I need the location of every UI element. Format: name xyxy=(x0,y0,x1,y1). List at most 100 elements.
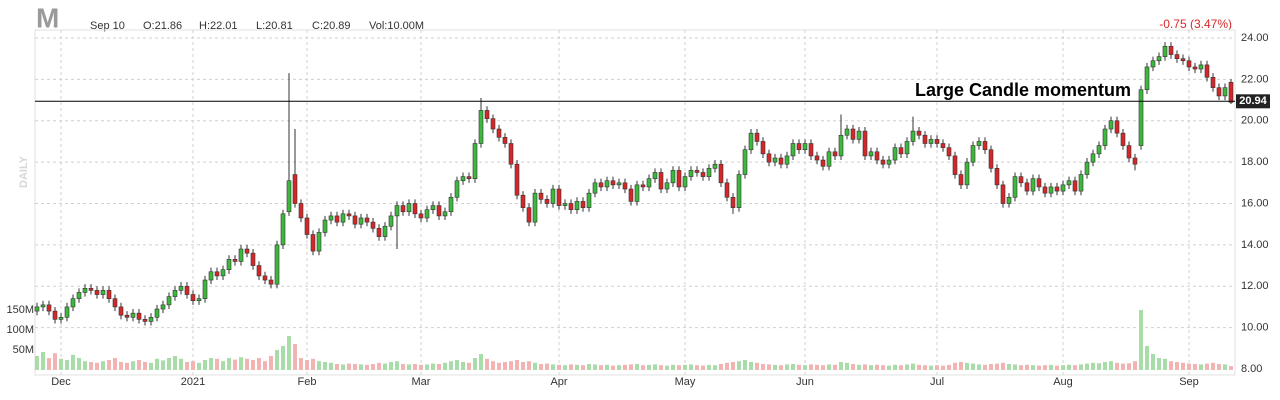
candle-body xyxy=(922,134,928,144)
candle-body xyxy=(616,182,622,186)
volume-bar xyxy=(797,364,801,370)
volume-bar xyxy=(533,362,537,370)
volume-bar xyxy=(323,362,327,370)
volume-bar xyxy=(239,357,243,370)
candle-body xyxy=(112,298,118,308)
volume-bar xyxy=(1103,362,1107,370)
candle-body xyxy=(238,248,244,262)
volume-bar xyxy=(77,358,81,370)
volume-bar xyxy=(35,356,39,370)
x-tick-label: Dec xyxy=(51,376,71,388)
candle-body xyxy=(40,304,46,308)
candle-body xyxy=(604,180,610,188)
candle-body xyxy=(730,196,736,208)
candle-body xyxy=(298,203,304,219)
candle-body xyxy=(712,163,718,169)
volume-bar xyxy=(653,364,657,370)
candle-body xyxy=(214,271,220,277)
volume-bar xyxy=(275,350,279,370)
volume-bar xyxy=(227,358,231,370)
y-tick-label: 14.00 xyxy=(1241,239,1269,251)
volume-bar xyxy=(233,359,237,370)
candle-body xyxy=(232,259,238,262)
candle-body xyxy=(808,143,814,157)
volume-bar xyxy=(629,364,633,370)
volume-bar xyxy=(1199,364,1203,370)
x-tick-label: Jun xyxy=(796,376,814,388)
volume-bar xyxy=(923,365,927,370)
candle-body xyxy=(106,290,112,299)
candle-body xyxy=(178,285,184,291)
candle-body xyxy=(1054,186,1060,192)
candle-body xyxy=(700,172,706,177)
volume-bar xyxy=(947,364,951,370)
candle-body xyxy=(148,316,154,322)
volume-bar xyxy=(221,361,225,370)
x-tick-label: Jul xyxy=(930,376,944,388)
candle-body xyxy=(1156,56,1162,62)
volume-bar xyxy=(455,360,459,370)
candle-body xyxy=(1090,153,1096,163)
candle-body xyxy=(100,290,106,295)
candle-body xyxy=(280,213,286,246)
candle-body xyxy=(862,130,868,157)
x-tick-label: Aug xyxy=(1053,376,1073,388)
candle-body xyxy=(892,147,898,161)
volume-bar xyxy=(863,364,867,370)
candle-body xyxy=(754,132,760,142)
candle-body xyxy=(442,211,448,217)
volume-bar xyxy=(707,364,711,370)
candle-body xyxy=(748,132,754,151)
candle-body xyxy=(682,176,688,188)
candle-body xyxy=(1066,180,1072,186)
volume-bar xyxy=(695,365,699,370)
volume-bar xyxy=(917,364,921,370)
volume-bar xyxy=(359,364,363,370)
candle-body xyxy=(1204,64,1210,78)
volume-bar xyxy=(713,365,717,370)
x-tick-label: Mar xyxy=(412,376,431,388)
candle-body xyxy=(88,288,94,291)
candle-body xyxy=(610,180,616,186)
candle-body xyxy=(694,170,700,173)
candle-body xyxy=(262,275,268,281)
candle-body xyxy=(550,188,556,204)
candle-body xyxy=(406,203,412,213)
candle-body xyxy=(652,172,658,179)
volume-bar xyxy=(53,353,57,370)
volume-bar xyxy=(209,358,213,370)
candle-body xyxy=(874,151,880,161)
volume-bar xyxy=(461,362,465,370)
volume-bar xyxy=(353,364,357,370)
candle-body xyxy=(1228,81,1234,103)
candle-body xyxy=(880,159,886,165)
candle-body xyxy=(358,217,364,225)
volume-bar xyxy=(737,361,741,370)
volume-bar xyxy=(1217,364,1221,370)
volume-bar xyxy=(1145,346,1149,370)
volume-bar xyxy=(899,365,903,370)
candle-body xyxy=(370,221,376,229)
period: DAILY xyxy=(18,155,30,188)
volume-bar xyxy=(641,365,645,370)
candle-body xyxy=(118,306,124,316)
volume-bar xyxy=(161,360,165,370)
candle-body xyxy=(628,188,634,202)
volume-bar xyxy=(821,365,825,370)
candle-body xyxy=(484,110,490,119)
volume-bar xyxy=(389,362,393,370)
candle-body xyxy=(64,306,70,318)
candle-body xyxy=(640,184,646,188)
candle-body xyxy=(274,244,280,285)
volume-bar xyxy=(683,364,687,370)
volume-bar xyxy=(623,364,627,370)
candle-body xyxy=(796,143,802,151)
candle-body xyxy=(1150,60,1156,68)
volume-bar xyxy=(995,363,999,370)
volume-bar xyxy=(785,364,789,370)
volume-bar xyxy=(497,362,501,370)
volume-bar xyxy=(47,358,51,370)
volume-bar xyxy=(137,360,141,370)
candle-body xyxy=(1078,174,1084,192)
candle-body xyxy=(928,139,934,144)
